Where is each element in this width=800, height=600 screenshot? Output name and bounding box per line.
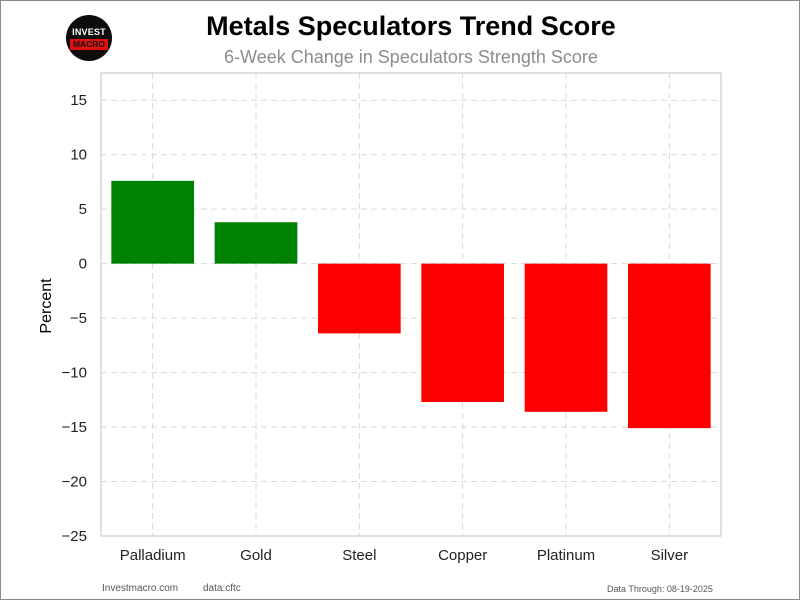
x-tick-label-palladium: Palladium: [120, 547, 186, 564]
y-tick-label: −15: [62, 419, 87, 436]
chart-subtitle: 6-Week Change in Speculators Strength Sc…: [224, 47, 598, 67]
bar-palladium: [111, 180, 194, 264]
y-tick-label: 5: [79, 201, 87, 218]
plot-area-border: [100, 72, 722, 537]
bar-steel: [318, 263, 401, 334]
bar-silver: [628, 263, 711, 429]
y-tick-label: −10: [62, 365, 87, 382]
y-tick-label: 10: [70, 147, 87, 164]
chart-title: Metals Speculators Trend Score: [206, 11, 616, 41]
x-tick-label-gold: Gold: [240, 547, 272, 564]
y-tick-label: −25: [62, 528, 87, 545]
bar-platinum: [524, 263, 608, 412]
bars: [111, 180, 711, 429]
tick-labels: 15 10 5 0 −5 −10 −15 −20 −25 Palladium Gold Steel Co…: [62, 92, 689, 564]
footer-source: data:cftc: [203, 583, 241, 594]
logo-text-invest: INVEST: [72, 27, 106, 37]
bar-copper: [421, 263, 504, 403]
footer-site: Investmacro.com: [102, 583, 179, 594]
x-tick-label-platinum: Platinum: [537, 547, 595, 564]
footer-data-through: Data Through: 08-19-2025: [607, 584, 713, 594]
y-tick-label: 0: [79, 256, 87, 273]
bar-gold: [214, 222, 298, 264]
investmacro-logo: INVEST MACRO: [66, 15, 112, 61]
x-tick-label-copper: Copper: [438, 547, 487, 564]
y-tick-label: −20: [62, 474, 87, 491]
y-tick-label: 15: [70, 92, 87, 109]
x-tick-label-steel: Steel: [342, 547, 376, 564]
x-tick-label-silver: Silver: [651, 547, 689, 564]
y-tick-label: −5: [70, 310, 87, 327]
logo-text-macro: MACRO: [70, 39, 108, 50]
